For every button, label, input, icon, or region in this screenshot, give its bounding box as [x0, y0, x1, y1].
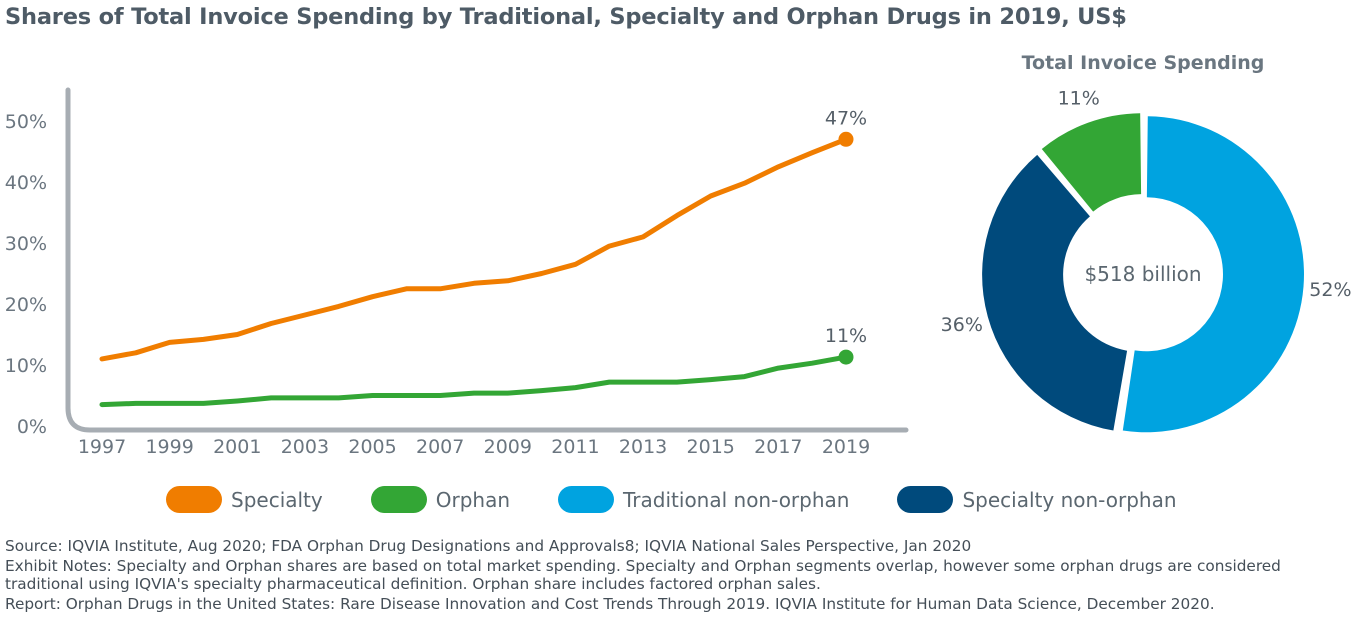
donut-slice-traditional-non-orphan: [1122, 116, 1304, 433]
donut-slice-label-traditional-non-orphan: 52%: [1309, 279, 1351, 301]
axis-frame: [65, 87, 909, 433]
x-tick-label: 2005: [348, 436, 396, 458]
series-line-orphan: [99, 354, 849, 408]
x-tick-label: 2003: [281, 436, 329, 458]
y-tick-label: 0%: [17, 416, 47, 438]
line-chart: 0% 10% 20% 30% 40% 50% 1997 1999 2001 2003 2005 20…: [5, 87, 909, 458]
x-tick-label: 1999: [145, 436, 193, 458]
legend-swatch-traditional-non-orphan: [558, 486, 615, 513]
y-tick-label: 10%: [5, 355, 47, 377]
legend-item-specialty-non-orphan: Specialty non-orphan: [897, 486, 1177, 513]
donut-title: Total Invoice Spending: [1021, 52, 1265, 74]
x-tick-label: 2017: [754, 436, 802, 458]
source-note: Source: IQVIA Institute, Aug 2020; FDA O…: [5, 537, 972, 555]
series-line-specialty: [99, 136, 849, 362]
legend-item-specialty: Specialty: [166, 486, 323, 513]
legend: Specialty Orphan Traditional non-orphan …: [166, 486, 1225, 513]
x-tick-label: 2019: [822, 436, 870, 458]
x-tick-label: 1997: [78, 436, 126, 458]
y-tick-label: 50%: [5, 111, 47, 133]
series-end-point-specialty: [838, 131, 854, 147]
footnotes: Source: IQVIA Institute, Aug 2020; FDA O…: [5, 537, 1350, 616]
donut-chart: $518 billion 52% 36% 11%: [941, 90, 1352, 433]
donut-center-label: $518 billion: [1084, 262, 1201, 286]
x-tick-label: 2011: [551, 436, 599, 458]
legend-label-traditional-non-orphan: Traditional non-orphan: [623, 487, 850, 512]
series-end-label-specialty: 47%: [825, 107, 867, 129]
exhibit-note: Exhibit Notes: Specialty and Orphan shar…: [5, 557, 1281, 593]
legend-label-specialty-non-orphan: Specialty non-orphan: [962, 487, 1177, 512]
legend-item-traditional-non-orphan: Traditional non-orphan: [558, 486, 849, 513]
report-note: Report: Orphan Drugs in the United State…: [5, 594, 1215, 613]
chart-title: Shares of Total Invoice Spending by Trad…: [5, 4, 1127, 30]
donut-slice-specialty-non-orphan: [982, 154, 1128, 431]
y-tick-label: 40%: [5, 172, 47, 194]
series-end-point-orphan: [838, 349, 854, 365]
x-tick-label: 2009: [484, 436, 532, 458]
legend-swatch-orphan: [370, 486, 427, 513]
x-tick-label: 2001: [213, 436, 261, 458]
legend-label-specialty: Specialty: [231, 487, 323, 512]
x-tick-label: 2007: [416, 436, 464, 458]
series-end-label-orphan: 11%: [825, 325, 867, 347]
legend-swatch-specialty-non-orphan: [897, 486, 954, 513]
donut-slice-orphan: [1041, 113, 1142, 212]
y-tick-label: 20%: [5, 294, 47, 316]
y-tick-label: 30%: [5, 233, 47, 255]
x-tick-label: 2015: [687, 436, 735, 458]
donut-slice-label-specialty-non-orphan: 36%: [941, 314, 983, 336]
legend-item-orphan: Orphan: [370, 486, 511, 513]
legend-swatch-specialty: [166, 486, 222, 513]
donut-slice-label-orphan: 11%: [1058, 90, 1100, 109]
x-tick-label: 2013: [619, 436, 667, 458]
legend-label-orphan: Orphan: [435, 487, 511, 512]
